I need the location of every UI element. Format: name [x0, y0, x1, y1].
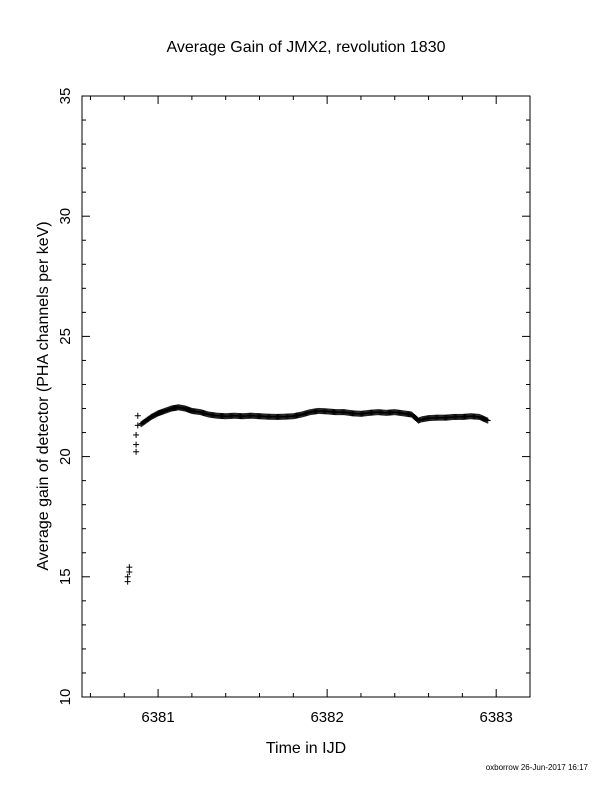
- x-tick-label: 6381: [141, 709, 174, 726]
- y-tick-label: 35: [57, 88, 74, 105]
- x-axis-label: Time in IJD: [266, 740, 346, 757]
- data-point: [134, 412, 141, 419]
- x-axis: [89, 96, 531, 697]
- x-tick-label: 6383: [480, 709, 513, 726]
- x-tick-label: 6382: [310, 709, 343, 726]
- data-point: [484, 417, 491, 424]
- data-points: [124, 404, 491, 585]
- y-tick-label: 25: [57, 328, 74, 345]
- data-point: [133, 448, 140, 455]
- data-point: [124, 573, 131, 580]
- y-tick-labels: 10 15 20 25 30 35: [57, 88, 74, 706]
- y-tick-label: 15: [57, 568, 74, 585]
- y-tick-label: 20: [57, 448, 74, 465]
- y-axis-label: Average gain of detector (PHA channels p…: [35, 221, 52, 570]
- data-point: [126, 564, 133, 571]
- data-point: [133, 431, 140, 438]
- y-tick-label: 30: [57, 208, 74, 225]
- footer-stamp: oxborrow 26-Jun-2017 16:17: [486, 763, 589, 772]
- data-point: [134, 422, 141, 429]
- y-axis: [82, 95, 530, 698]
- y-tick-label: 10: [57, 689, 74, 706]
- x-tick-labels: 6381 6382 6383: [141, 709, 512, 726]
- plot-frame: [81, 95, 531, 698]
- chart-title: Average Gain of JMX2, revolution 1830: [167, 39, 446, 56]
- data-point: [133, 441, 140, 448]
